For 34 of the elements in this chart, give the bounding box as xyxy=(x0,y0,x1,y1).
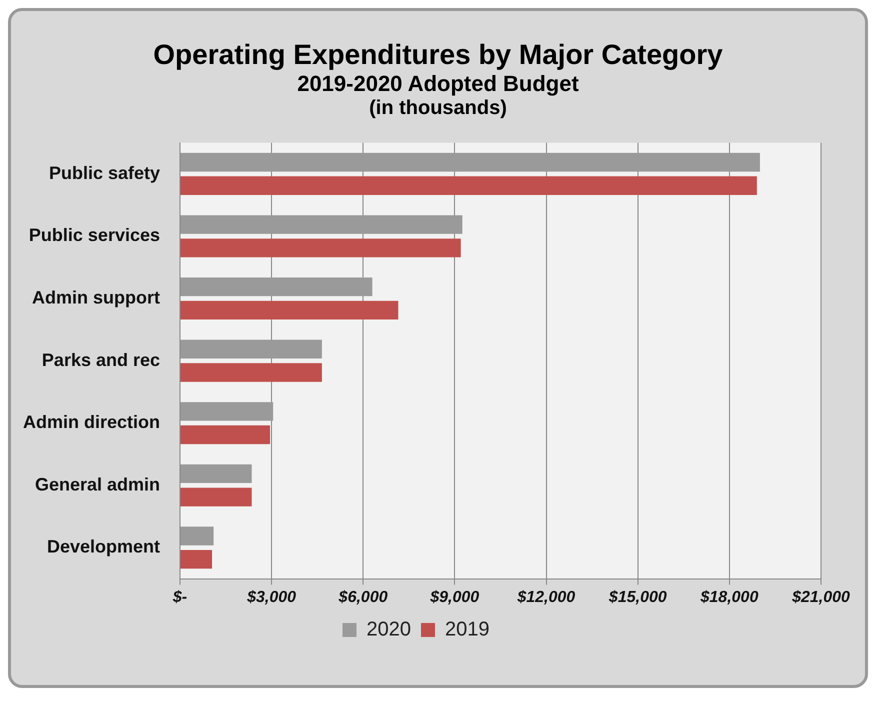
bar xyxy=(180,550,212,569)
y-tick-label: Public safety xyxy=(48,162,160,183)
bar xyxy=(180,277,372,296)
bar xyxy=(180,340,322,358)
x-tick-label: $3,000 xyxy=(246,588,296,606)
x-tick-label: $9,000 xyxy=(429,588,480,606)
y-tick-label: Parks and rec xyxy=(42,350,160,370)
bar xyxy=(180,215,462,234)
chart-title: Operating Expenditures by Major Category xyxy=(152,39,724,71)
bar xyxy=(180,464,252,484)
bar xyxy=(180,488,252,506)
x-tick-label: $6,000 xyxy=(338,588,388,606)
bar xyxy=(180,425,270,444)
x-tick-label: $12,000 xyxy=(516,588,576,606)
y-tick-label: Admin direction xyxy=(22,412,160,432)
x-tick-label: $18,000 xyxy=(700,588,758,606)
chart-subtitle: 2019-2020 Adopted Budget xyxy=(296,71,580,97)
bar xyxy=(180,402,274,421)
x-tick-label: $21,000 xyxy=(791,588,850,606)
y-tick-label: Public services xyxy=(28,225,160,246)
bar xyxy=(180,300,398,320)
legend-label: 2019 xyxy=(445,618,490,641)
legend-label: 2020 xyxy=(366,618,412,641)
bar xyxy=(180,238,461,258)
bar xyxy=(180,152,760,172)
y-tick-label: Admin support xyxy=(32,287,160,308)
y-tick-label: General admin xyxy=(34,474,160,494)
text: (in thousands) xyxy=(368,97,508,120)
bar xyxy=(180,363,322,382)
bar xyxy=(180,526,214,546)
x-tick-label: $15,000 xyxy=(608,588,667,606)
bar xyxy=(180,176,757,195)
x-tick-label: $- xyxy=(172,588,188,606)
y-tick-label: Development xyxy=(46,536,160,557)
